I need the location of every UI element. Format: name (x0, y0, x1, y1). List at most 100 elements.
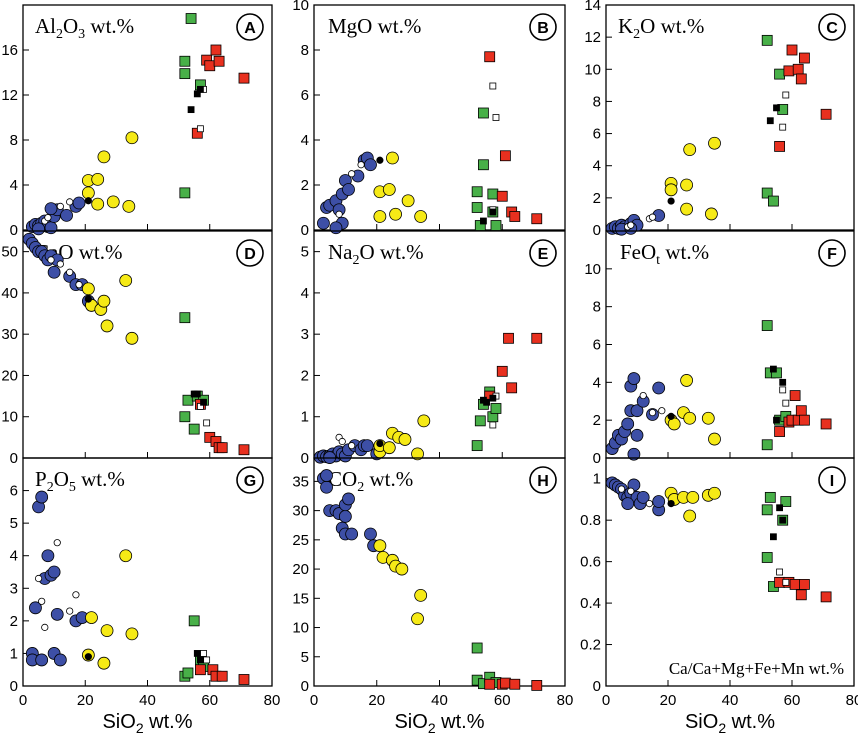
point-green-square (761, 439, 773, 451)
point-blue-circle (652, 381, 666, 395)
panel-badge (818, 13, 846, 41)
point-blue-circle (630, 428, 644, 442)
y-tick-label: 30 (292, 503, 309, 520)
point-yellow-circle (125, 331, 139, 345)
y-tick-label: 40 (1, 285, 18, 302)
point-blue-circle (47, 265, 61, 279)
point-open-circle (53, 539, 61, 547)
markers (313, 332, 543, 464)
point-blue-circle (621, 417, 635, 431)
point-open-square (489, 82, 497, 90)
point-green-square (474, 415, 486, 427)
title-mid: O (63, 14, 78, 38)
point-yellow-circle (386, 151, 399, 165)
point-yellow-circle (705, 207, 718, 221)
point-red-square (820, 418, 832, 430)
point-yellow-circle (382, 183, 396, 196)
panel-title: MgO wt.% (328, 14, 421, 38)
point-open-square (203, 419, 211, 427)
point-yellow-circle (395, 562, 409, 576)
point-yellow-circle (683, 509, 697, 523)
y-tick-label: 6 (593, 337, 601, 354)
panel-title: Al2O3 wt.% (35, 14, 134, 42)
point-green-square (471, 186, 483, 198)
panel-title: P2O5 wt.% (35, 467, 125, 495)
point-yellow-circle (97, 150, 111, 164)
y-tick-label: 0.8 (580, 512, 601, 529)
point-yellow-circle (664, 183, 678, 197)
point-blue-circle (32, 222, 45, 236)
xlabel-tail: wt.% (726, 711, 775, 733)
x-tick-label: 20 (368, 692, 385, 709)
title-post: wt.% (660, 240, 709, 264)
point-open-circle (639, 391, 647, 400)
y-tick-label: 0 (10, 222, 18, 239)
point-black-square (770, 365, 777, 373)
y-tick-label: 8 (301, 42, 309, 59)
point-green-square (761, 320, 773, 331)
point-yellow-circle (373, 539, 387, 553)
point-blue-circle (317, 216, 330, 230)
y-tick-label: 35 (292, 473, 309, 490)
y-tick-label: 0.2 (580, 637, 601, 654)
title-post: wt.% (375, 240, 424, 264)
point-yellow-circle (119, 549, 133, 563)
point-blue-circle (320, 469, 333, 482)
point-open-circle (335, 210, 343, 218)
point-yellow-circle (119, 274, 133, 287)
y-tick-label: 2 (301, 177, 309, 194)
panel-badge (818, 239, 846, 267)
y-tick-label: 0 (301, 222, 309, 239)
panel-badge (236, 239, 264, 267)
point-black-circle (84, 197, 92, 205)
y-tick-label: 4 (10, 548, 18, 565)
point-red-square (820, 108, 832, 120)
point-red-square (795, 73, 807, 85)
panel-B: 0 2 4 6 8 10 MgO wt.% B (292, 0, 566, 239)
point-red-square (789, 390, 801, 401)
point-blue-circle (342, 492, 355, 506)
y-tick-label: 5 (301, 649, 309, 666)
point-yellow-circle (125, 627, 139, 641)
title-mid: O (54, 467, 69, 491)
point-yellow-circle (97, 656, 111, 670)
y-tick-label: 4 (10, 177, 18, 194)
point-green-square (761, 34, 773, 46)
y-tick-label: 0 (10, 678, 18, 695)
point-black-circle (667, 197, 675, 205)
point-black-circle (376, 156, 384, 164)
y-tick-label: 0 (301, 450, 309, 467)
point-green-square (185, 13, 197, 24)
panel-letter: B (537, 20, 549, 37)
point-open-circle (348, 170, 356, 178)
point-green-square (764, 491, 776, 503)
point-yellow-circle (401, 194, 415, 208)
y-tick-label: 5 (10, 515, 18, 532)
point-red-square (509, 678, 521, 690)
point-red-square (789, 579, 801, 590)
point-black-square (773, 104, 780, 112)
title-mid: O (640, 14, 655, 38)
point-blue-circle (72, 196, 86, 210)
point-blue-circle (329, 221, 343, 235)
x-tick-label: 40 (431, 692, 448, 709)
point-green-square (490, 220, 502, 231)
panel-note: Ca/Ca+Mg+Fe+Mn wt.% (669, 659, 844, 678)
point-yellow-circle (81, 282, 95, 296)
point-red-square (195, 664, 206, 676)
point-black-circle (667, 412, 675, 420)
point-black-square (489, 394, 497, 402)
y-tick-label: 3 (301, 326, 309, 343)
point-red-square (786, 44, 798, 56)
title-post: wt.% (364, 467, 413, 491)
y-tick-label: 8 (593, 299, 601, 316)
point-open-circle (41, 623, 49, 631)
point-black-square (197, 85, 204, 93)
point-open-square (203, 656, 211, 664)
point-open-square (776, 568, 783, 576)
point-green-square (179, 312, 191, 324)
title-post: wt.% (74, 240, 123, 264)
point-open-circle (66, 198, 74, 206)
y-tick-label: 10 (292, 0, 309, 14)
